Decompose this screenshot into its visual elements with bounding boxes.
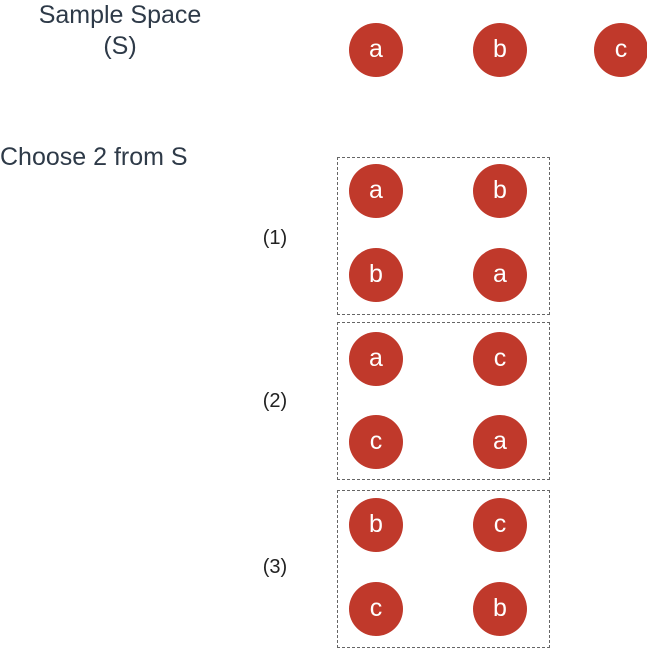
group-box-2 xyxy=(337,322,550,480)
sample-space-title: Sample Space (S) xyxy=(10,0,230,62)
group-box-3 xyxy=(337,490,550,648)
group-box-1 xyxy=(337,157,550,315)
sample-space-title-line1: Sample Space xyxy=(38,1,202,29)
pair-element-circle: b xyxy=(473,164,527,218)
sample-element-circle: b xyxy=(473,23,527,77)
pair-element-circle: a xyxy=(473,248,527,302)
sample-element-circle: c xyxy=(594,23,647,77)
pair-element-circle: c xyxy=(473,498,527,552)
pair-element-circle: c xyxy=(349,582,403,636)
pair-element-circle: a xyxy=(473,415,527,469)
pair-element-circle: b xyxy=(349,498,403,552)
pair-element-circle: b xyxy=(473,582,527,636)
pair-element-circle: b xyxy=(349,248,403,302)
pair-element-circle: c xyxy=(473,332,527,386)
pair-element-circle: a xyxy=(349,164,403,218)
group-label-3: (3) xyxy=(262,556,288,578)
choose-title: Choose 2 from S xyxy=(0,143,188,171)
sample-element-circle: a xyxy=(349,23,403,77)
pair-element-circle: a xyxy=(349,332,403,386)
sample-space-title-line2: (S) xyxy=(103,32,137,60)
group-label-1: (1) xyxy=(262,227,288,249)
pair-element-circle: c xyxy=(349,415,403,469)
group-label-2: (2) xyxy=(262,390,288,412)
